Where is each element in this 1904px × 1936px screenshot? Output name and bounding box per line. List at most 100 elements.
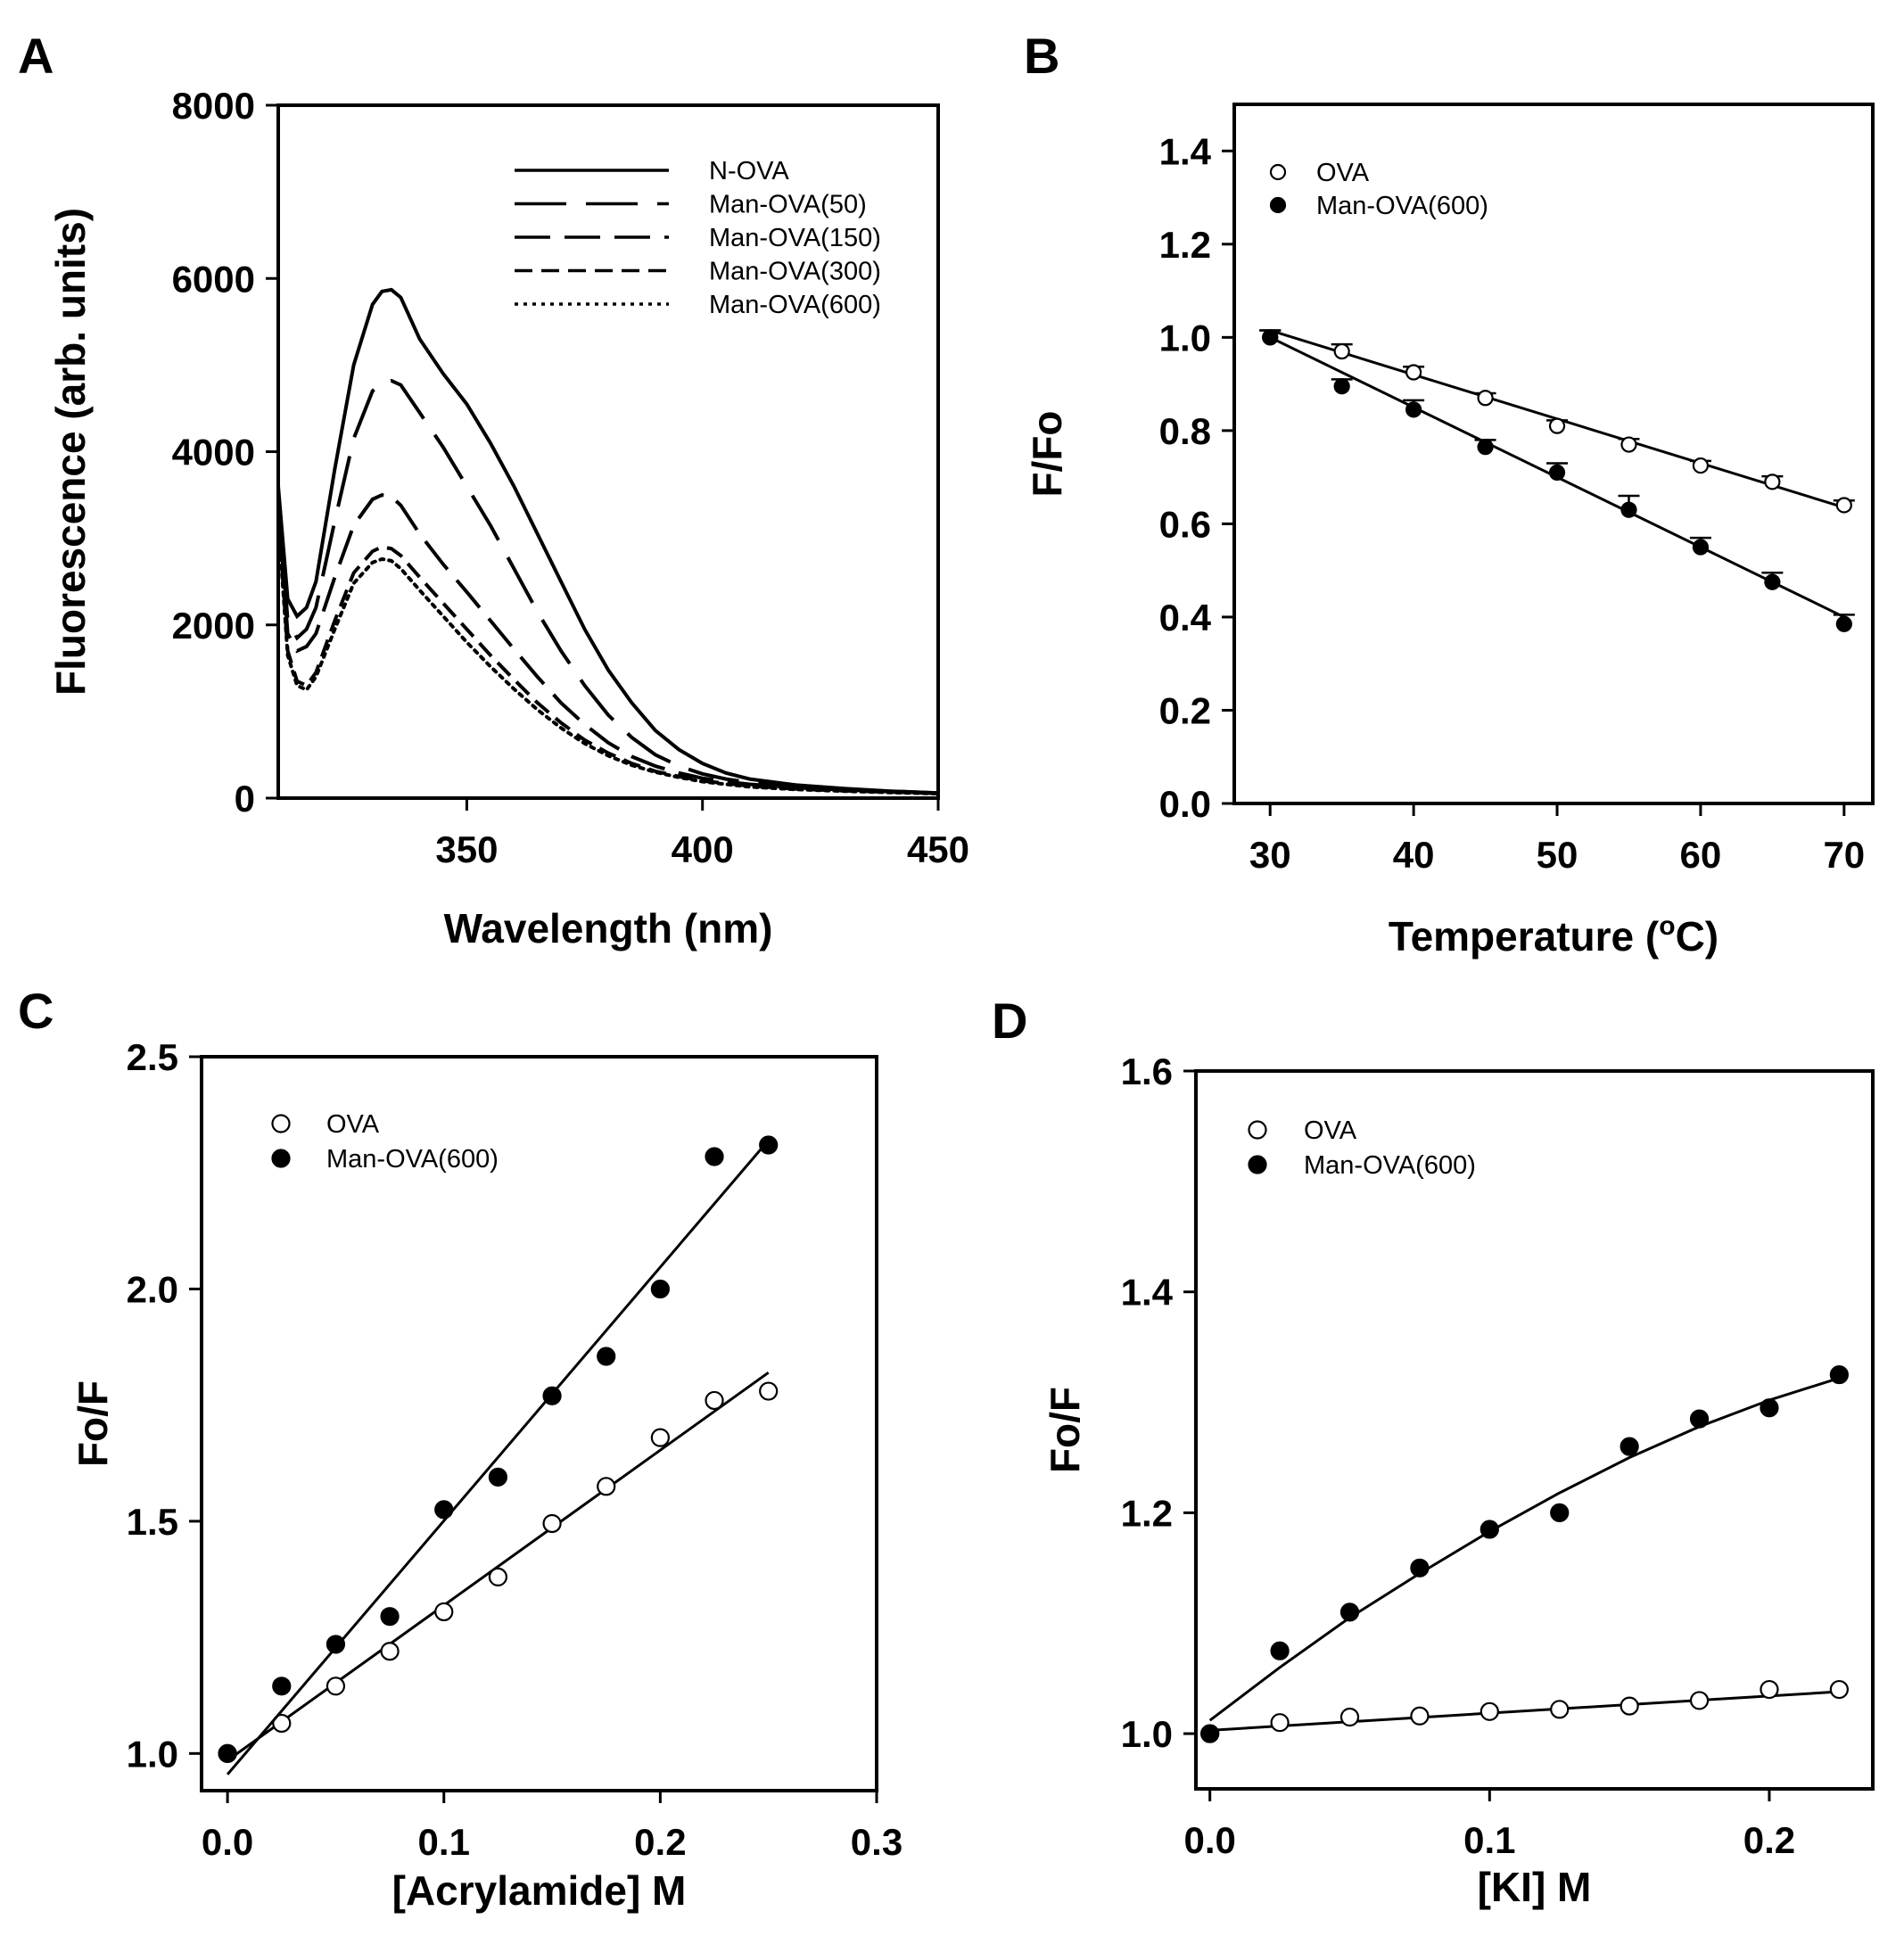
x-tick-label: 0.1 — [1463, 1819, 1515, 1861]
legend-marker — [1248, 1155, 1267, 1174]
data-point-open — [1620, 436, 1637, 453]
x-axis-title-superscript: o — [1659, 911, 1675, 941]
x-tick-label: 0.2 — [634, 1821, 686, 1863]
data-point-open — [597, 1477, 616, 1496]
y-tick-label: 1.0 — [1121, 1713, 1173, 1755]
x-tick-label: 40 — [1393, 834, 1435, 876]
data-point-filled — [1550, 1503, 1570, 1522]
x-tick-label: 350 — [435, 828, 498, 870]
plot-frame — [1194, 1069, 1875, 1791]
data-point-filled — [1405, 401, 1422, 418]
data-point-filled — [272, 1676, 292, 1696]
data-point-open — [542, 1513, 562, 1534]
y-tick-label: 4000 — [172, 432, 255, 474]
fit-curve — [1208, 1376, 1840, 1722]
data-point-open — [1760, 1679, 1779, 1700]
data-point-filled — [380, 1607, 400, 1627]
data-point-filled — [650, 1279, 670, 1299]
legend-marker — [271, 1114, 291, 1133]
data-point-filled — [1764, 573, 1781, 590]
series-line-man-ova-150- — [278, 493, 938, 795]
legend-marker — [1269, 196, 1287, 214]
data-point-filled — [1262, 329, 1279, 346]
fit-line — [1209, 1690, 1840, 1732]
x-axis-title-text: Temperature ( — [1389, 913, 1660, 960]
panel-b: B 0.0 0.2 0.4 0.6 0.8 1.0 1.2 1.4 30 40 50 60 70 Tempe… — [1024, 28, 1875, 960]
y-tick-label: 6000 — [172, 258, 255, 300]
data-point-open — [1405, 364, 1422, 381]
data-point-filled — [218, 1743, 237, 1763]
x-axis-title-suffix: C) — [1676, 913, 1719, 960]
data-point-open — [1689, 1691, 1710, 1710]
data-point-open — [1410, 1706, 1430, 1726]
y-tick-label: 2.0 — [127, 1268, 178, 1310]
panel-label: D — [992, 993, 1027, 1049]
y-tick-label: 1.4 — [1159, 130, 1212, 172]
data-point-open — [650, 1428, 670, 1447]
data-point-filled — [326, 1635, 346, 1654]
data-point-filled — [759, 1135, 779, 1155]
data-point-open — [1480, 1701, 1499, 1721]
data-point-filled — [434, 1500, 454, 1520]
data-point-open — [1270, 1713, 1290, 1733]
y-tick-label: 0.8 — [1159, 410, 1211, 452]
data-point-open — [1829, 1679, 1849, 1700]
data-point-open — [380, 1642, 400, 1661]
data-point-filled — [705, 1147, 724, 1166]
fit-line — [226, 1139, 770, 1775]
y-tick-label: 1.4 — [1121, 1272, 1174, 1314]
x-tick-label: 50 — [1537, 834, 1578, 876]
data-point-filled — [1692, 539, 1710, 556]
legend-label: N-OVA — [709, 157, 789, 185]
legend-marker — [1248, 1120, 1267, 1140]
x-tick-label: 70 — [1823, 834, 1865, 876]
data-point-filled — [1480, 1520, 1499, 1539]
data-point-filled — [1620, 501, 1637, 518]
y-tick-label: 8000 — [172, 85, 255, 127]
data-point-filled — [1548, 464, 1566, 482]
legend-label: Man-OVA(600) — [1304, 1151, 1476, 1180]
data-point-filled — [542, 1386, 562, 1405]
data-point-filled — [1760, 1398, 1779, 1418]
data-point-open — [1548, 417, 1566, 434]
x-tick-label: 400 — [672, 828, 734, 870]
y-tick-label: 2.5 — [127, 1036, 178, 1078]
plot-frame — [1232, 103, 1875, 805]
y-tick-label: 1.5 — [127, 1501, 178, 1543]
y-tick-label: 1.6 — [1121, 1050, 1173, 1092]
data-point-filled — [1200, 1724, 1220, 1743]
panel-d: D 1.0 1.2 1.4 1.6 0.0 0.1 0.2 [KI] M Fo/F OVA Man-O… — [992, 993, 1875, 1910]
legend-label: OVA — [1316, 159, 1370, 187]
x-axis-title: Temperature (oC) — [1389, 911, 1719, 960]
y-axis-title: Fluorescence (arb. units) — [47, 208, 94, 696]
legend-label: OVA — [1304, 1116, 1357, 1145]
y-tick-label: 1.0 — [127, 1733, 178, 1775]
panel-c: C 1.0 1.5 2.0 2.5 0.0 0.1 0.2 0.3 [Acrylamide] M F… — [18, 983, 903, 1914]
legend-marker — [1269, 163, 1287, 181]
data-point-filled — [1270, 1641, 1290, 1660]
panel-label: B — [1024, 28, 1059, 84]
y-tick-label: 1.2 — [1159, 224, 1211, 266]
plot-frame — [200, 1055, 878, 1792]
data-point-filled — [1829, 1364, 1849, 1385]
data-point-open — [434, 1602, 454, 1622]
data-point-filled — [597, 1347, 616, 1366]
x-axis-title: Wavelength (nm) — [444, 905, 773, 952]
legend-label: OVA — [326, 1110, 380, 1139]
data-point-filled — [1477, 439, 1494, 456]
panel-label: A — [18, 28, 54, 84]
data-point-filled — [1689, 1409, 1710, 1429]
x-tick-label: 30 — [1249, 834, 1291, 876]
legend-label: Man-OVA(150) — [709, 224, 881, 252]
x-axis-title-text: [KI] M — [1478, 1864, 1592, 1910]
data-point-filled — [488, 1467, 508, 1487]
data-point-open — [1477, 390, 1494, 407]
legend-marker — [271, 1149, 291, 1168]
data-point-filled — [1835, 615, 1852, 632]
legend-label: Man-OVA(600) — [326, 1145, 499, 1174]
data-point-filled — [1620, 1437, 1639, 1456]
data-point-open — [1764, 474, 1781, 490]
x-tick-label: 450 — [907, 828, 969, 870]
legend-label: Man-OVA(50) — [709, 191, 867, 219]
